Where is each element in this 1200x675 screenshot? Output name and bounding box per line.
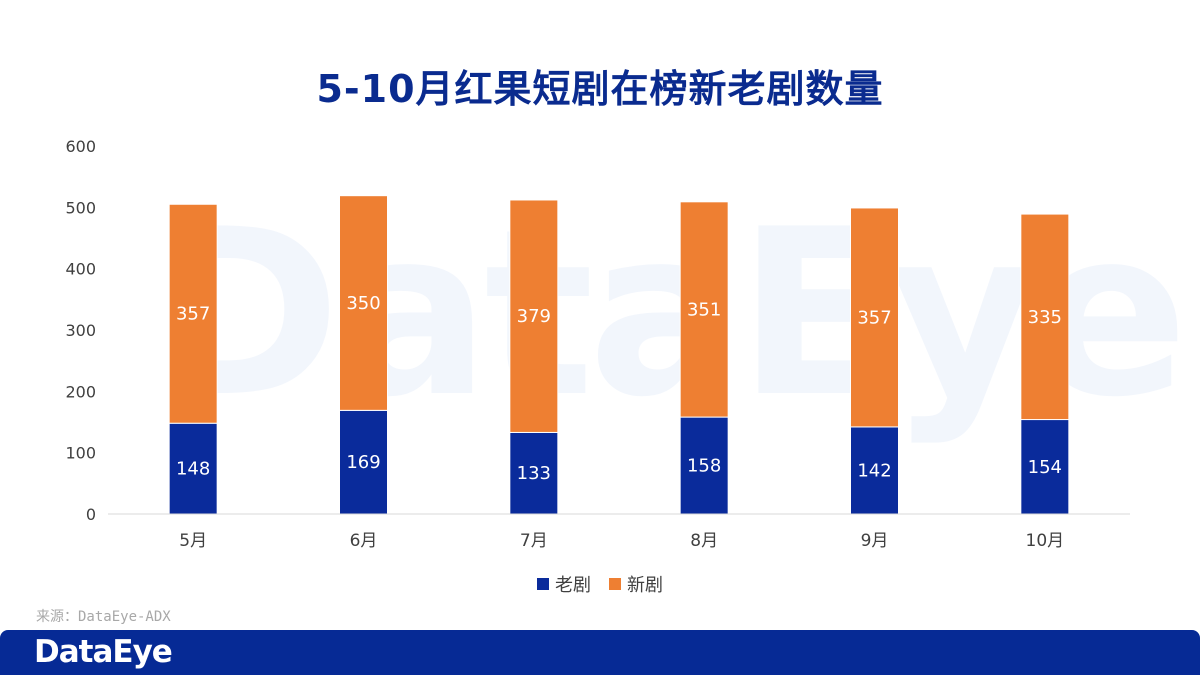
x-tick-label: 6月 (350, 531, 378, 551)
bar-old (509, 431, 559, 515)
data-label: 335 (1028, 307, 1062, 328)
x-axis: 5月 6月 7月 8月 9月 10月 (108, 513, 1130, 551)
y-tick-label: 0 (86, 505, 96, 524)
legend-label-old: 老剧 (555, 575, 591, 596)
chart-title: 5-10月红果短剧在榜新老剧数量 (316, 67, 884, 111)
stacked-bar-chart: 0 100 200 300 400 500 600 148 357 169 350 133 379 15… (65, 137, 1130, 551)
bar-new (1020, 213, 1070, 421)
data-label: 169 (346, 452, 380, 473)
data-label: 154 (1028, 457, 1062, 478)
x-tick-label: 10月 (1026, 531, 1065, 551)
data-label: 158 (687, 456, 721, 477)
data-label: 350 (346, 293, 380, 314)
legend-swatch-new (609, 578, 621, 590)
x-tick-label: 5月 (179, 531, 207, 551)
y-axis: 0 100 200 300 400 500 600 (65, 137, 96, 524)
data-label: 357 (857, 307, 891, 328)
y-tick-label: 500 (65, 198, 96, 217)
legend-item-new: 新剧 (609, 571, 663, 597)
legend-item-old: 老剧 (537, 571, 591, 597)
data-label: 133 (517, 463, 551, 484)
bar-new (679, 201, 729, 418)
y-tick-label: 300 (65, 321, 96, 340)
bar-new (339, 195, 388, 411)
data-label: 379 (517, 306, 551, 327)
y-tick-label: 600 (65, 137, 96, 156)
bar-new (168, 203, 218, 424)
legend-label-new: 新剧 (627, 575, 663, 596)
y-tick-label: 100 (65, 444, 96, 463)
footer-bar: DataEye (0, 630, 1200, 675)
bar-new (509, 199, 559, 433)
bar-old (679, 416, 729, 515)
data-label: 148 (176, 459, 210, 480)
bar-old (339, 409, 388, 515)
data-label: 357 (176, 304, 210, 325)
bar-new (850, 207, 899, 428)
bars: 148 357 169 350 133 379 158 351 142 357 154 335 (168, 195, 1070, 515)
y-tick-label: 200 (65, 382, 96, 401)
x-tick-label: 7月 (520, 531, 548, 551)
data-label: 351 (687, 299, 721, 320)
legend: 老剧 新剧 (0, 571, 1200, 597)
bar-old (1020, 419, 1070, 515)
x-tick-label: 8月 (690, 531, 718, 551)
source-note: 来源：DataEye-ADX (36, 609, 171, 625)
x-tick-label: 9月 (861, 531, 889, 551)
legend-swatch-old (537, 578, 549, 590)
data-label: 142 (857, 460, 891, 481)
dataeye-logo: DataEye (34, 634, 173, 670)
watermark: DataEye (150, 181, 1188, 448)
y-tick-label: 400 (65, 260, 96, 279)
